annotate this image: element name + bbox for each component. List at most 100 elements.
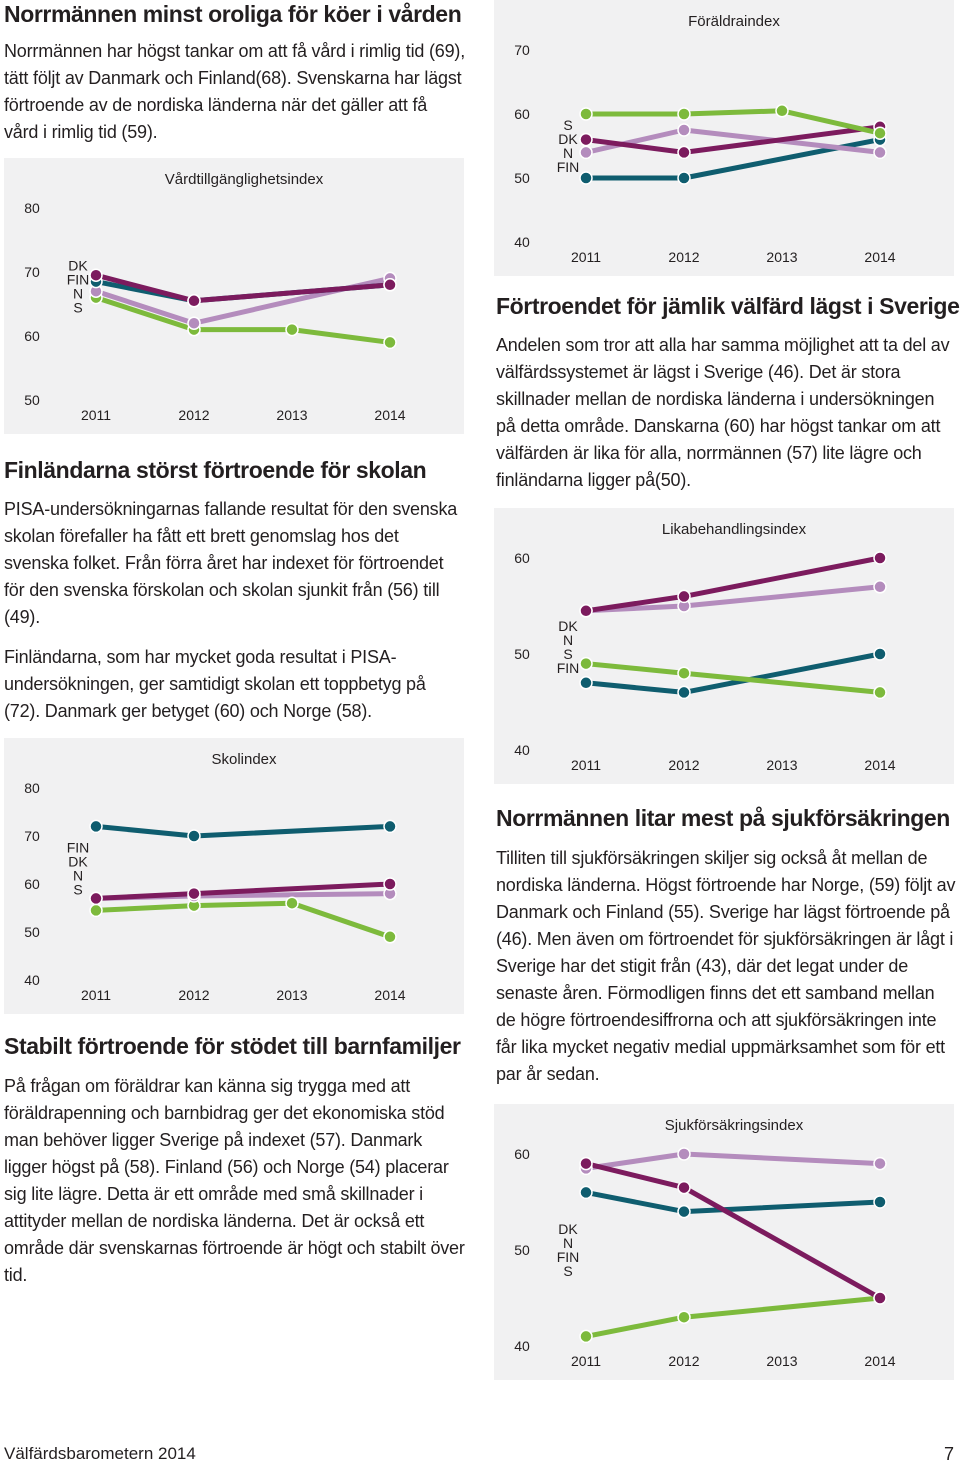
sjukforsakring-background xyxy=(494,1104,954,1380)
foraldra-point-N-2014 xyxy=(873,145,887,160)
likabehandling-x-tick-2014: 2014 xyxy=(864,757,895,773)
foraldra-point-N-2012 xyxy=(677,123,691,137)
vardtillganglighet-x-tick-2011: 2011 xyxy=(81,407,111,423)
vardtillganglighet-y-tick-80: 80 xyxy=(24,200,40,216)
vardtillganglighet-line-S xyxy=(93,295,393,345)
skol-chart: Skolindex 40 50 60 70 80 2011 2012 2013 2014 FIN DK… xyxy=(4,738,464,1014)
valfard-paragraph: Andelen som tror att alla har samma möjl… xyxy=(496,335,950,490)
barnfamiljer-paragraph: På frågan om föräldrar kan känna sig try… xyxy=(4,1076,465,1285)
skola-paragraph-2: Finländarna, som har mycket goda resulta… xyxy=(4,647,426,721)
skol-point-FIN-2012 xyxy=(187,829,201,843)
skol-x-tick-2011: 2011 xyxy=(81,987,111,1003)
vardtillganglighet-series-label-N: N xyxy=(73,285,83,301)
foraldra-point-S-2014 xyxy=(873,126,887,140)
skol-point-DK-2011 xyxy=(89,891,103,906)
likabehandling-y-tick-60: 60 xyxy=(514,550,530,566)
foraldra-chart: Föräldraindex 40 50 60 70 2011 2012 2013 2014 S DK… xyxy=(494,0,954,276)
foraldra-series-label-FIN: FIN xyxy=(557,159,580,175)
foraldra-point-FIN-2012 xyxy=(677,171,691,185)
likabehandling-point-DK-2014 xyxy=(873,551,887,565)
vardtillganglighet-series-label-FIN: FIN xyxy=(67,271,90,287)
sjukforsakring-chart: Sjukförsäkringsindex 40 50 60 2011 2012 2013 20… xyxy=(494,1104,954,1380)
sjukforsakring-y-tick-50: 50 xyxy=(514,1242,530,1258)
sjukforsakring-x-tick-2012: 2012 xyxy=(668,1353,699,1369)
foraldra-y-tick-60: 60 xyxy=(514,106,530,122)
sjukforsakring-point-S-2011 xyxy=(579,1329,593,1344)
skol-y-tick-60: 60 xyxy=(24,876,40,892)
foraldra-x-tick-2011: 2011 xyxy=(571,249,601,265)
foraldra-x-tick-2014: 2014 xyxy=(864,249,895,265)
sjukforsakring-series-label-N: N xyxy=(563,1235,573,1251)
sjuk-heading: Norrmännen litar mest på sjukförsäkringe… xyxy=(496,805,950,831)
vardtillganglighet-point-N-2012 xyxy=(187,316,201,330)
skol-y-tick-40: 40 xyxy=(24,972,40,988)
skol-chart-svg: Skolindex 40 50 60 70 80 2011 2012 2013 2014 FINDK… xyxy=(4,738,464,1014)
footer-publication: Välfärdsbarometern 2014 xyxy=(4,1444,196,1463)
sjuk-paragraph: Tilliten till sjukförsäkringen skiljer s… xyxy=(496,848,956,1084)
likabehandling-x-tick-2012: 2012 xyxy=(668,757,699,773)
vardtillganglighet-y-tick-70: 70 xyxy=(24,264,40,280)
skol-point-S-2014 xyxy=(383,930,397,944)
sjukforsakring-x-tick-2011: 2011 xyxy=(571,1353,601,1369)
vard-paragraph: Norrmännen har högst tankar om att få vå… xyxy=(4,41,465,142)
sjukforsakring-point-FIN-2011 xyxy=(579,1185,593,1200)
skol-point-DK-2012 xyxy=(187,886,201,901)
likabehandling-point-DK-2011 xyxy=(579,604,593,618)
foraldra-y-tick-50: 50 xyxy=(514,170,530,186)
vardtillganglighet-y-tick-60: 60 xyxy=(24,328,40,344)
skol-point-FIN-2011 xyxy=(89,819,103,834)
foraldra-series-label-DK: DK xyxy=(558,131,578,147)
foraldra-point-N-2011 xyxy=(579,145,593,160)
foraldra-point-S-2013 xyxy=(775,104,789,118)
sjukforsakring-point-DK-2014 xyxy=(873,1291,887,1305)
vardtillganglighet-x-tick-2012: 2012 xyxy=(178,407,209,423)
skol-y-tick-80: 80 xyxy=(24,780,40,796)
skol-series-label-FIN: FIN xyxy=(67,839,90,855)
skol-point-DK-2014 xyxy=(383,877,397,891)
sjukforsakring-series-label-DK: DK xyxy=(558,1221,578,1237)
foraldra-chart-svg: Föräldraindex 40 50 60 70 2011 2012 2013 2014 SDK… xyxy=(494,0,954,276)
skol-x-tick-2013: 2013 xyxy=(276,987,307,1003)
valfard-heading: Förtroendet för jämlik välfärd lägst i S… xyxy=(496,293,960,319)
skol-y-tick-50: 50 xyxy=(24,924,40,940)
sjukforsakring-point-S-2012 xyxy=(677,1310,691,1324)
sjukforsakring-title: Sjukförsäkringsindex xyxy=(665,1117,804,1134)
sjukforsakring-x-tick-2014: 2014 xyxy=(864,1353,895,1369)
likabehandling-series-label-N: N xyxy=(563,632,573,648)
skola-paragraph-1: PISA-undersökningarnas fallande resultat… xyxy=(4,499,458,627)
sjukforsakring-point-DK-2011 xyxy=(579,1156,593,1171)
foraldra-point-S-2012 xyxy=(677,107,691,121)
likabehandling-x-tick-2013: 2013 xyxy=(766,757,797,773)
sjukforsakring-point-N-2014 xyxy=(873,1156,887,1171)
foraldra-point-S-2011 xyxy=(579,107,593,121)
skol-point-S-2013 xyxy=(285,896,299,910)
likabehandling-point-S-2014 xyxy=(873,685,887,700)
sjukforsakring-point-DK-2012 xyxy=(677,1180,691,1195)
foraldra-x-tick-2012: 2012 xyxy=(668,249,699,265)
likabehandling-x-tick-2011: 2011 xyxy=(571,757,601,773)
likabehandling-series-label-FIN: FIN xyxy=(557,660,580,676)
barnfamiljer-heading: Stabilt förtroende för stödet till barnf… xyxy=(4,1033,461,1059)
sjukforsakring-x-tick-2013: 2013 xyxy=(766,1353,797,1369)
foraldra-line-S xyxy=(583,108,883,136)
skol-background xyxy=(4,738,464,1014)
likabehandling-chart-svg: Likabehandlingsindex 40 50 60 2011 2012 2013 20… xyxy=(494,508,954,784)
foraldra-point-DK-2012 xyxy=(677,145,691,160)
sjukforsakring-point-FIN-2014 xyxy=(873,1195,887,1209)
skol-series-label-DK: DK xyxy=(68,853,88,869)
sjukforsakring-chart-svg: Sjukförsäkringsindex 40 50 60 2011 2012 2013 20… xyxy=(494,1104,954,1380)
likabehandling-title: Likabehandlingsindex xyxy=(662,521,807,538)
likabehandling-point-DK-2012 xyxy=(677,589,691,604)
foraldra-y-tick-70: 70 xyxy=(514,42,530,58)
likabehandling-y-tick-40: 40 xyxy=(514,742,530,758)
skol-point-FIN-2014 xyxy=(383,819,397,834)
sjukforsakring-y-tick-40: 40 xyxy=(514,1338,530,1354)
skola-heading: Finländarna störst förtroende för skolan xyxy=(4,457,427,483)
vardtillganglighet-title: Vårdtillgänglighetsindex xyxy=(165,171,324,188)
sjukforsakring-series-label-S: S xyxy=(563,1263,572,1279)
vardtillganglighet-y-tick-50: 50 xyxy=(24,392,40,408)
vardtillganglighet-chart-svg: Vårdtillgänglighetsindex 50 60 70 80 2011 2012… xyxy=(4,158,464,434)
vardtillganglighet-point-S-2013 xyxy=(285,322,299,337)
likabehandling-point-FIN-2014 xyxy=(873,647,887,661)
vardtillganglighet-series-label-DK: DK xyxy=(68,257,88,273)
